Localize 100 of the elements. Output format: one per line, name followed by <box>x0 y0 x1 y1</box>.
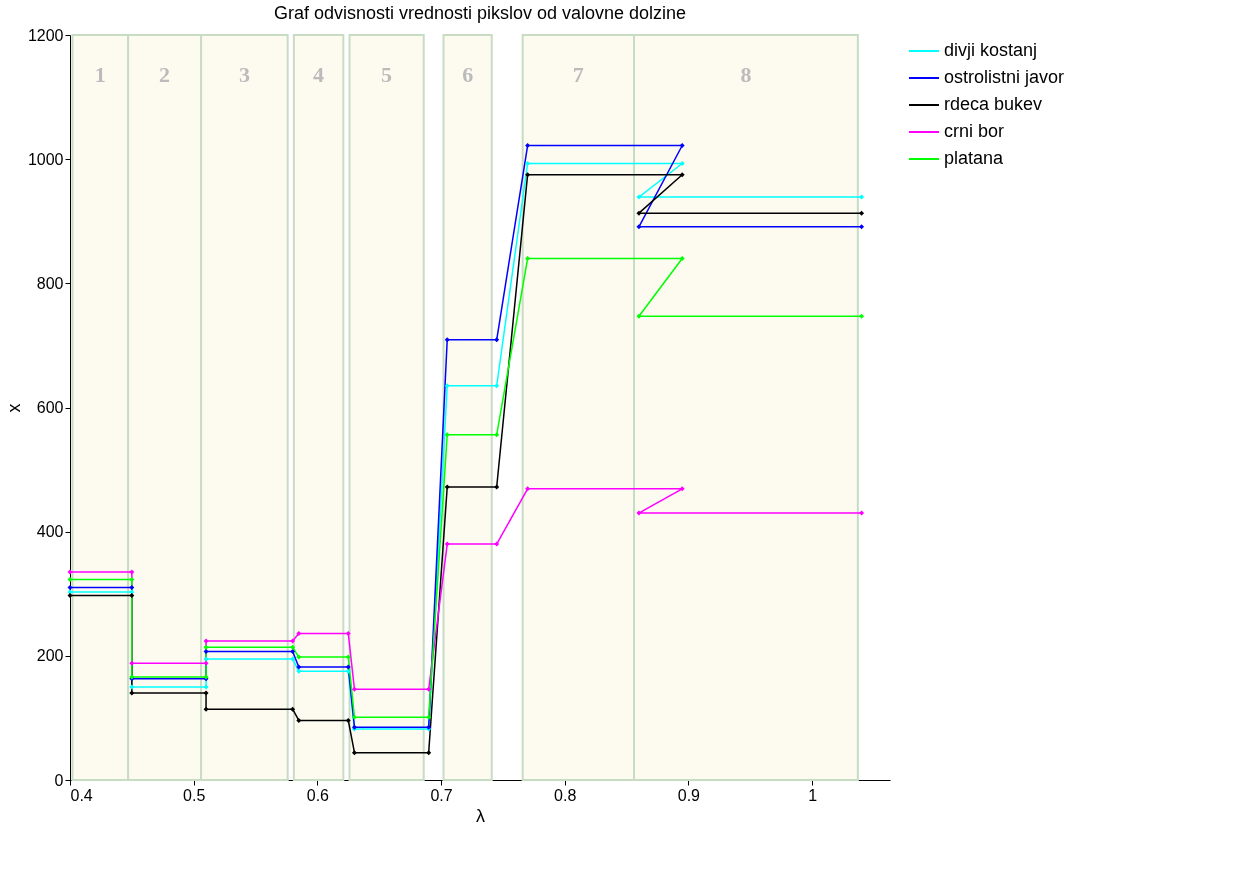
point <box>636 194 642 200</box>
point <box>203 638 209 644</box>
point <box>494 432 500 438</box>
band-label: 3 <box>238 62 250 87</box>
y-tick-label: 200 <box>36 647 64 665</box>
point <box>351 686 357 692</box>
point <box>636 210 642 216</box>
point <box>129 684 135 690</box>
band-label: 8 <box>740 62 752 87</box>
point <box>525 486 531 492</box>
point <box>129 569 135 575</box>
x-tick-label: 0.9 <box>677 786 701 804</box>
point <box>859 510 865 516</box>
point <box>290 706 296 712</box>
point <box>444 541 450 547</box>
point <box>679 161 685 167</box>
x-tick-label: 1 <box>808 786 818 804</box>
y-tick-label: 400 <box>36 523 64 541</box>
point <box>859 210 865 216</box>
point <box>444 337 450 343</box>
point <box>345 630 351 636</box>
point <box>525 161 531 167</box>
y-tick-label: 0 <box>54 771 64 789</box>
legend-label: platana <box>944 148 1005 168</box>
band-label: 5 <box>381 62 393 87</box>
point <box>203 690 209 696</box>
x-tick-label: 0.8 <box>554 786 577 804</box>
legend-label: ostrolistni javor <box>944 67 1065 87</box>
point <box>426 714 432 720</box>
y-tick-label: 1200 <box>27 26 64 44</box>
point <box>859 224 865 230</box>
point <box>296 664 302 670</box>
point <box>203 648 209 654</box>
band-label: 1 <box>94 62 106 87</box>
point <box>203 644 209 650</box>
point <box>129 585 135 591</box>
point <box>679 172 685 178</box>
point <box>296 668 302 674</box>
point <box>290 648 296 654</box>
point <box>67 585 73 591</box>
point <box>494 337 500 343</box>
point <box>129 576 135 582</box>
point <box>203 706 209 712</box>
point <box>679 143 685 149</box>
point <box>67 576 73 582</box>
x-tick-label: 0.6 <box>306 786 330 804</box>
point <box>129 660 135 666</box>
point <box>129 690 135 696</box>
point <box>345 664 351 670</box>
point <box>290 656 296 662</box>
point <box>345 717 351 723</box>
point <box>351 714 357 720</box>
point <box>679 256 685 261</box>
y-tick-label: 1000 <box>27 150 64 168</box>
band-label: 6 <box>462 62 474 87</box>
y-tick-label: 600 <box>36 399 64 416</box>
point <box>426 686 432 692</box>
point <box>494 484 500 490</box>
y-axis-title: x <box>3 403 24 413</box>
point <box>290 638 296 644</box>
point <box>679 486 685 492</box>
point <box>345 668 351 674</box>
point <box>444 383 450 389</box>
point <box>203 684 209 690</box>
point <box>636 224 642 230</box>
point <box>525 172 531 178</box>
point <box>494 541 500 547</box>
point <box>351 750 357 756</box>
point <box>859 313 865 319</box>
band-label: 4 <box>313 62 325 87</box>
point <box>296 654 302 660</box>
point <box>859 194 865 200</box>
point <box>345 654 351 660</box>
band-label: 7 <box>572 62 584 87</box>
point <box>296 717 302 723</box>
point <box>525 256 531 261</box>
legend-label: rdeca bukev <box>944 94 1043 114</box>
x-axis-title: λ <box>476 805 485 826</box>
point <box>444 484 450 490</box>
point <box>203 660 209 666</box>
legend-label: crni bor <box>944 121 1005 141</box>
point <box>129 593 135 599</box>
point <box>290 644 296 650</box>
point <box>296 630 302 636</box>
point <box>426 750 432 756</box>
x-tick-label: 0.7 <box>430 786 453 804</box>
legend-label: divji kostanj <box>944 40 1038 60</box>
x-tick-label: 0.5 <box>183 786 206 804</box>
point <box>525 143 531 149</box>
x-tick-label: 0.4 <box>70 786 93 804</box>
y-tick-label: 800 <box>36 274 64 292</box>
band-label: 2 <box>159 62 171 87</box>
point <box>444 432 450 438</box>
point <box>636 510 642 516</box>
point <box>67 589 73 595</box>
chart-title: Graf odvisnosti vrednosti pikslov od valovne dolzine <box>273 3 687 23</box>
point <box>636 313 642 319</box>
point <box>203 656 209 662</box>
point <box>67 593 73 599</box>
point <box>494 383 500 389</box>
